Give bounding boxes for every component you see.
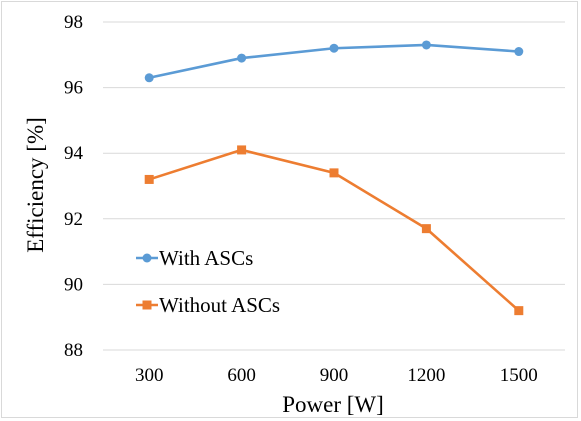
x-tick-label: 900 [320, 365, 349, 386]
y-axis-title: Efficiency [%] [23, 117, 48, 253]
legend-marker [142, 253, 152, 263]
data-point [329, 168, 339, 178]
data-point [237, 53, 247, 63]
legend: With ASCs Without ASCs [136, 246, 280, 317]
data-point [514, 306, 524, 316]
data-point [237, 145, 247, 155]
x-tick-label: 300 [135, 365, 164, 386]
data-point [144, 174, 154, 184]
x-tick-label: 1500 [500, 365, 538, 386]
y-tick-label: 94 [64, 143, 84, 164]
legend-entry: With ASCs [136, 246, 253, 270]
x-tick-label: 1200 [407, 365, 445, 386]
y-tick-label: 98 [64, 12, 83, 33]
y-tick-label: 96 [64, 78, 83, 99]
x-tick-labels: 300 600 900 1200 1500 [135, 365, 538, 386]
data-point [514, 47, 524, 57]
y-tick-label: 92 [64, 209, 83, 230]
y-tick-label: 90 [64, 274, 83, 295]
data-point [144, 73, 154, 83]
y-tick-label: 88 [64, 340, 83, 361]
y-tick-labels: 88 90 92 94 96 98 [64, 12, 84, 361]
data-point [421, 40, 431, 50]
series-1 [144, 40, 524, 83]
x-tick-label: 600 [227, 365, 256, 386]
series-layer [144, 40, 524, 316]
legend-label: With ASCs [159, 246, 253, 270]
x-axis-title: Power [W] [282, 392, 384, 417]
legend-marker [142, 300, 152, 310]
data-point [421, 224, 431, 234]
legend-entry: Without ASCs [136, 293, 280, 317]
data-point [329, 43, 339, 53]
legend-label: Without ASCs [159, 293, 280, 317]
series-2 [144, 145, 524, 316]
